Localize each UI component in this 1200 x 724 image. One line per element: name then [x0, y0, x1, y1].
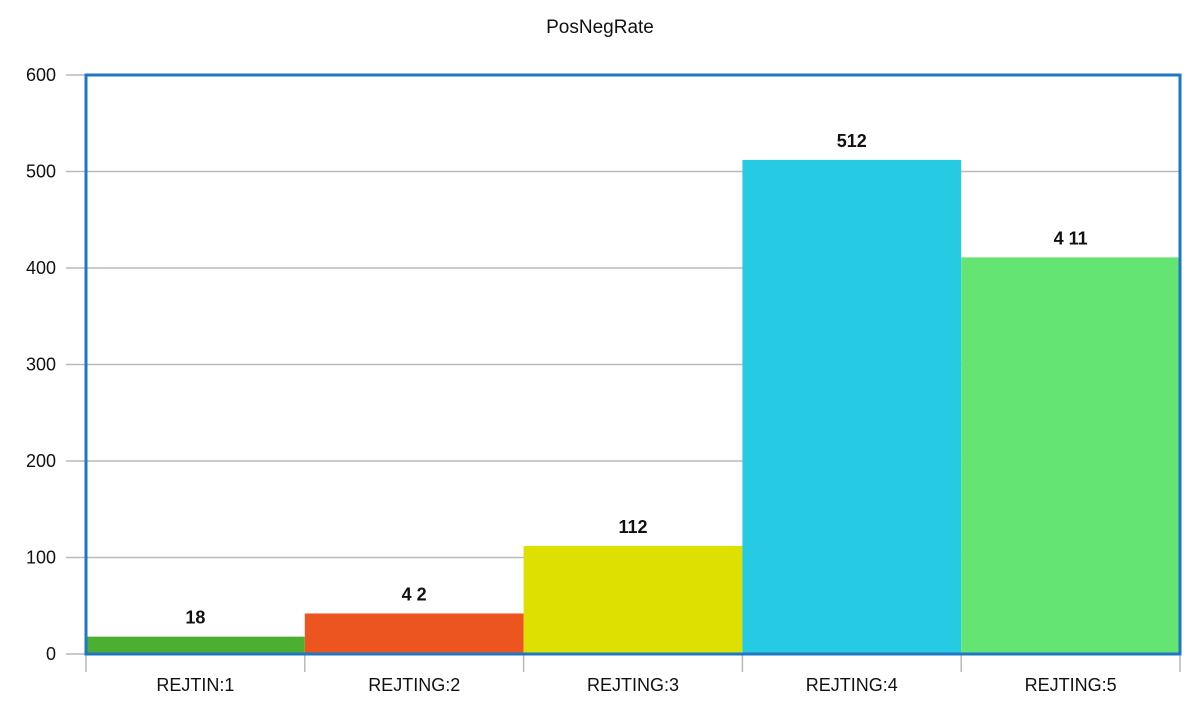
y-tick-label: 400 — [26, 258, 56, 278]
data-label: 512 — [837, 131, 867, 151]
y-tick-label: 600 — [26, 65, 56, 85]
data-label: 4 2 — [402, 584, 427, 604]
y-tick-label: 200 — [26, 451, 56, 471]
y-tick-label: 300 — [26, 355, 56, 375]
data-label: 4 11 — [1054, 228, 1088, 248]
x-tick-label: REJTING:4 — [806, 675, 898, 695]
plot-frame — [84, 73, 1182, 656]
bar — [523, 545, 743, 654]
x-tick-label: REJTING:2 — [368, 675, 460, 695]
data-label: 112 — [618, 517, 647, 537]
bar — [86, 636, 305, 654]
y-tick-label: 0 — [46, 644, 56, 664]
x-tick-label: REJTING:5 — [1025, 675, 1117, 695]
y-tick-label: 100 — [26, 548, 56, 568]
y-tick-label: 500 — [26, 162, 56, 182]
data-label: 18 — [185, 608, 205, 628]
bar — [742, 159, 962, 655]
x-axis: REJTIN:1 REJTING:2 REJTING:3 REJTING:4 REJTI… — [85, 654, 1181, 695]
bars — [86, 159, 1180, 655]
y-axis: 0 100 200 300 400 500 600 — [26, 65, 86, 664]
x-tick-label: REJTIN:1 — [156, 675, 234, 695]
data-labels: 18 4 2 112 512 4 11 — [185, 131, 1087, 628]
bar — [961, 257, 1180, 654]
x-tick-label: REJTING:3 — [587, 675, 679, 695]
chart-title: PosNegRate — [546, 17, 654, 38]
bar — [304, 613, 524, 654]
